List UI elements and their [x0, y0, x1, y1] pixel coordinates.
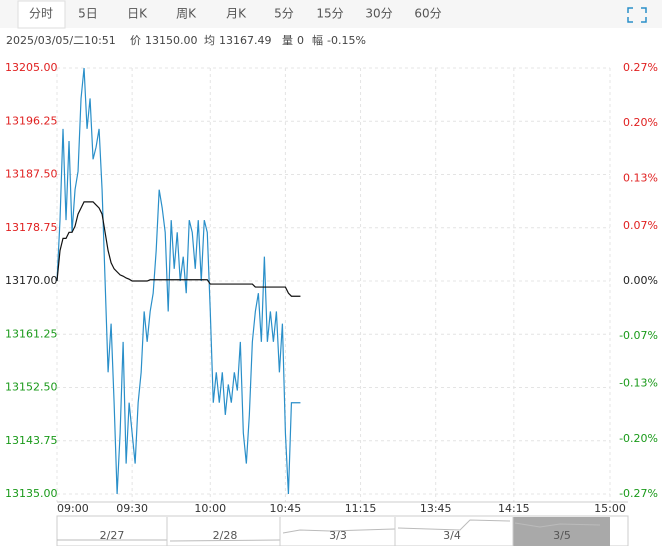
y-tick-label: 13161.25 — [5, 327, 58, 340]
tab[interactable]: 30分 — [365, 7, 392, 21]
y2-tick-label: 0.07% — [623, 219, 658, 232]
y2-tick-label: -0.07% — [619, 329, 658, 342]
x-tick-label: 09:00 — [57, 502, 89, 515]
y-tick-label: 13135.00 — [5, 487, 58, 500]
y2-tick-label: 0.20% — [623, 116, 658, 129]
y-tick-label: 13152.50 — [5, 381, 58, 394]
series-line — [56, 201, 301, 297]
x-tick-label: 10:00 — [194, 502, 226, 515]
amp-label: 幅 — [312, 34, 323, 47]
vol-label: 量 — [282, 34, 293, 47]
navigator-sparkline — [57, 519, 601, 542]
navigator-date: 3/5 — [553, 529, 571, 542]
tab[interactable]: 分时 — [29, 7, 53, 21]
navigator-date: 2/27 — [100, 529, 125, 542]
x-tick-label: 14:15 — [498, 502, 530, 515]
y-tick-label: 13170.00 — [5, 274, 58, 287]
amp: -0.15% — [327, 34, 366, 47]
datetime: 2025/03/05/二10:51 — [6, 34, 116, 47]
y-tick-label: 13196.25 — [5, 114, 58, 127]
y2-tick-label: 0.13% — [623, 171, 658, 184]
y2-tick-label: -0.20% — [619, 432, 658, 445]
info-line: 2025/03/05/二10:51 价 13150.00 均 13167.49 … — [6, 34, 366, 47]
tab[interactable]: 15分 — [316, 7, 343, 21]
tab[interactable]: 60分 — [414, 7, 441, 21]
tab[interactable]: 5分 — [274, 7, 294, 21]
x-tick-label: 15:00 — [594, 502, 626, 515]
y2-tick-label: -0.27% — [619, 487, 658, 500]
vol: 0 — [297, 34, 304, 47]
y-tick-label: 13143.75 — [5, 434, 58, 447]
series-line — [56, 67, 301, 495]
active-tab-bg — [17, 0, 66, 29]
y-tick-label: 13178.75 — [5, 221, 58, 234]
navigator-selection[interactable] — [513, 517, 610, 546]
tab-bar — [0, 0, 662, 28]
y2-tick-label: 0.00% — [623, 274, 658, 287]
price: 13150.00 — [145, 34, 198, 47]
tab[interactable]: 日K — [127, 7, 148, 21]
expand-icon[interactable] — [627, 7, 647, 23]
navigator-date: 2/28 — [213, 529, 238, 542]
avg: 13167.49 — [219, 34, 272, 47]
y-tick-label: 13187.50 — [5, 168, 58, 181]
navigator-date: 3/3 — [329, 529, 347, 542]
navigator-date: 3/4 — [443, 529, 461, 542]
avg-label: 均 — [204, 34, 215, 47]
x-tick-label: 09:30 — [116, 502, 148, 515]
y-tick-label: 13205.00 — [5, 61, 58, 74]
y2-tick-label: 0.27% — [623, 61, 658, 74]
tab[interactable]: 周K — [176, 7, 197, 21]
x-tick-label: 11:15 — [345, 502, 377, 515]
x-tick-label: 13:45 — [420, 502, 452, 515]
y2-tick-label: -0.13% — [619, 377, 658, 390]
tab[interactable]: 5日 — [78, 7, 98, 21]
x-tick-label: 10:45 — [270, 502, 302, 515]
tab[interactable]: 月K — [226, 7, 247, 21]
price-label: 价 — [130, 34, 141, 47]
